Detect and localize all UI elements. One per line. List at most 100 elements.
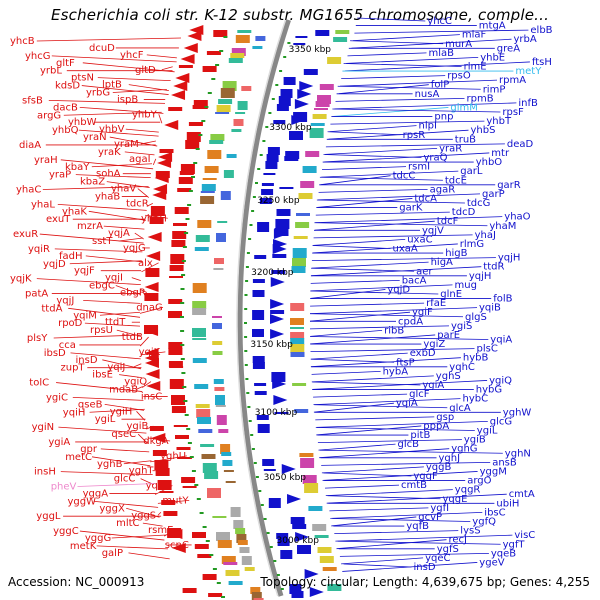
- gene-label-higA[interactable]: higA: [431, 257, 453, 268]
- gene-label-alx[interactable]: alx: [138, 258, 153, 269]
- feature-block[interactable]: [208, 593, 223, 597]
- feature-block[interactable]: [193, 100, 208, 109]
- gene-label-ygiC[interactable]: ygiC: [46, 392, 68, 403]
- gene-label-mdaB[interactable]: mdaB: [109, 385, 138, 396]
- feature-block[interactable]: [202, 463, 217, 473]
- feature-block[interactable]: [297, 545, 311, 554]
- feature-block[interactable]: [173, 223, 187, 226]
- feature-block[interactable]: [168, 107, 183, 111]
- feature-block[interactable]: [290, 318, 304, 325]
- feature-block[interactable]: [195, 404, 210, 408]
- gene-label-glcG[interactable]: glcG: [490, 416, 512, 427]
- gene-label-mlaB[interactable]: mlaB: [429, 48, 455, 59]
- feature-block[interactable]: [235, 35, 250, 43]
- feature-block[interactable]: [152, 450, 167, 456]
- gene-label-galP[interactable]: galP: [102, 548, 123, 559]
- feature-block[interactable]: [210, 134, 225, 141]
- feature-block[interactable]: [220, 88, 235, 98]
- feature-block[interactable]: [252, 279, 265, 283]
- gene-label-yqgR[interactable]: yqgR: [455, 485, 481, 496]
- gene-label-yggF[interactable]: yggF: [413, 471, 438, 482]
- feature-block[interactable]: [233, 119, 244, 126]
- feature-block[interactable]: [263, 173, 276, 175]
- feature-block[interactable]: [239, 547, 250, 553]
- gene-label-ibsD[interactable]: ibsD: [44, 348, 66, 359]
- gene-label-ftsH[interactable]: ftsH: [532, 57, 552, 68]
- feature-block[interactable]: [254, 255, 267, 259]
- gene-label-tdcR[interactable]: tdcR: [126, 198, 149, 209]
- feature-block[interactable]: [200, 444, 215, 447]
- gene-label-kbaZ[interactable]: kbaZ: [80, 177, 105, 188]
- gene-label-yggA[interactable]: yggA: [83, 488, 109, 499]
- feature-block[interactable]: [290, 517, 305, 524]
- feature-block[interactable]: [335, 30, 350, 34]
- feature-block[interactable]: [201, 454, 216, 459]
- gene-label-yhbY[interactable]: yhbY: [132, 109, 158, 120]
- feature-arrow[interactable]: [287, 494, 302, 504]
- gene-label-ygiF[interactable]: ygiF: [412, 307, 433, 318]
- gene-label-ttdT[interactable]: ttdT: [105, 317, 126, 328]
- feature-arrow[interactable]: [299, 81, 314, 91]
- gene-label-greA[interactable]: greA: [497, 43, 520, 54]
- feature-block[interactable]: [305, 151, 320, 157]
- feature-block[interactable]: [212, 341, 223, 345]
- gene-label-patA[interactable]: patA: [25, 288, 48, 299]
- feature-block[interactable]: [163, 511, 178, 516]
- gene-label-yhbO[interactable]: yhbO: [476, 157, 503, 168]
- feature-block[interactable]: [276, 533, 289, 539]
- gene-label-garK[interactable]: garK: [399, 203, 423, 214]
- gene-label-ebgR[interactable]: ebgR: [120, 288, 146, 299]
- gene-label-yqjA[interactable]: yqjA: [108, 228, 130, 239]
- feature-block[interactable]: [261, 183, 274, 186]
- feature-arrow[interactable]: [270, 277, 285, 287]
- feature-block[interactable]: [177, 188, 192, 192]
- feature-block[interactable]: [252, 356, 265, 363]
- feature-block[interactable]: [221, 452, 232, 456]
- feature-arrow[interactable]: [146, 251, 161, 261]
- gene-label-yhaV[interactable]: yhaV: [111, 184, 136, 195]
- gene-label-yggG[interactable]: yggG: [85, 533, 111, 544]
- feature-arrow[interactable]: [295, 532, 310, 542]
- feature-arrow[interactable]: [146, 381, 161, 391]
- feature-block[interactable]: [192, 301, 207, 309]
- gene-label-rsmE[interactable]: rsmE: [148, 525, 173, 536]
- feature-block[interactable]: [173, 425, 188, 427]
- feature-block[interactable]: [202, 66, 217, 72]
- feature-block[interactable]: [252, 290, 265, 297]
- gene-label-rimP[interactable]: rimP: [483, 84, 506, 95]
- gene-label-ibsC[interactable]: ibsC: [484, 507, 505, 518]
- gene-label-yqiA[interactable]: yqiA: [490, 335, 512, 346]
- feature-block[interactable]: [292, 383, 307, 386]
- feature-block[interactable]: [296, 213, 310, 216]
- feature-block[interactable]: [221, 556, 236, 564]
- feature-block[interactable]: [196, 409, 211, 418]
- gene-label-yggM[interactable]: yggM: [480, 466, 507, 477]
- feature-block[interactable]: [155, 171, 170, 178]
- gene-label-yhaJ[interactable]: yhaJ: [475, 230, 496, 241]
- gene-label-aer[interactable]: aer: [416, 266, 433, 277]
- gene-label-rpsO[interactable]: rpsO: [447, 71, 471, 82]
- feature-block[interactable]: [280, 550, 293, 559]
- gene-label-yqiR[interactable]: yqiR: [28, 244, 50, 255]
- gene-label-rpsF[interactable]: rpsF: [502, 107, 524, 118]
- feature-block[interactable]: [215, 405, 226, 407]
- gene-label-yqiH[interactable]: yqiH: [63, 407, 86, 418]
- feature-block[interactable]: [159, 491, 174, 493]
- gene-label-yqjV[interactable]: yqjV: [422, 225, 444, 236]
- gene-label-rfaE[interactable]: rfaE: [426, 298, 446, 309]
- gene-label-yggW[interactable]: yggW: [68, 496, 97, 507]
- feature-block[interactable]: [213, 379, 224, 384]
- gene-label-dnaG[interactable]: dnaG: [136, 302, 163, 313]
- gene-label-rpmB[interactable]: rpmB: [467, 93, 494, 104]
- gene-label-murA[interactable]: murA: [445, 39, 472, 50]
- feature-block[interactable]: [237, 30, 252, 33]
- gene-label-mug[interactable]: mug: [455, 280, 477, 291]
- gene-label-yqjF[interactable]: yqjF: [74, 266, 95, 277]
- feature-block[interactable]: [192, 338, 207, 340]
- gene-label-tdcD[interactable]: tdcD: [452, 207, 476, 218]
- feature-block[interactable]: [293, 236, 308, 239]
- feature-arrow[interactable]: [154, 173, 169, 183]
- feature-block[interactable]: [192, 532, 206, 538]
- gene-label-garP[interactable]: garP: [482, 189, 505, 200]
- gene-label-yhaB[interactable]: yhaB: [95, 191, 120, 202]
